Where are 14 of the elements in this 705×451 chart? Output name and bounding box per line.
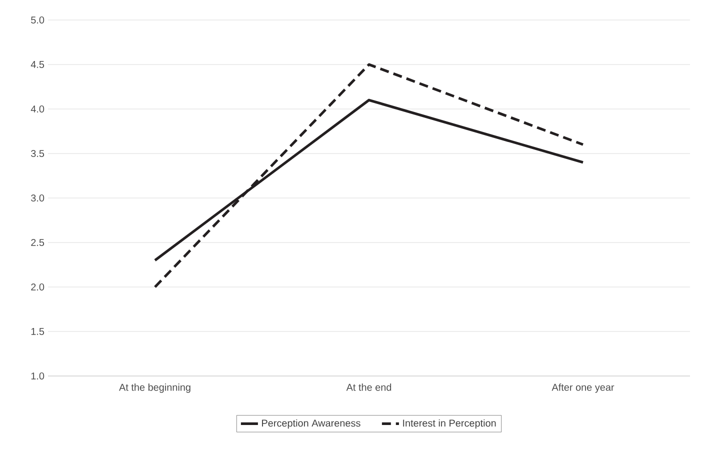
y-tick-label: 4.0: [30, 105, 44, 113]
y-tick-label: 1.5: [31, 328, 44, 335]
x-tick-label: At the end: [346, 384, 392, 391]
legend-label: Interest in Perception: [403, 419, 496, 429]
y-tick-label: 3.0: [31, 194, 44, 202]
y-tick-label: 2.5: [31, 238, 44, 246]
y-tick-label: 5.0: [31, 16, 44, 24]
x-tick-label: At the beginning: [119, 384, 190, 393]
y-tick-label: 4.5: [30, 61, 44, 68]
y-tick-label: 2.0: [31, 283, 44, 291]
y-tick-label: 3.5: [31, 150, 44, 158]
legend-label: Perception Awareness: [262, 419, 360, 429]
x-tick-label: After one year: [552, 383, 614, 393]
y-tick-label: 1.0: [31, 372, 44, 380]
